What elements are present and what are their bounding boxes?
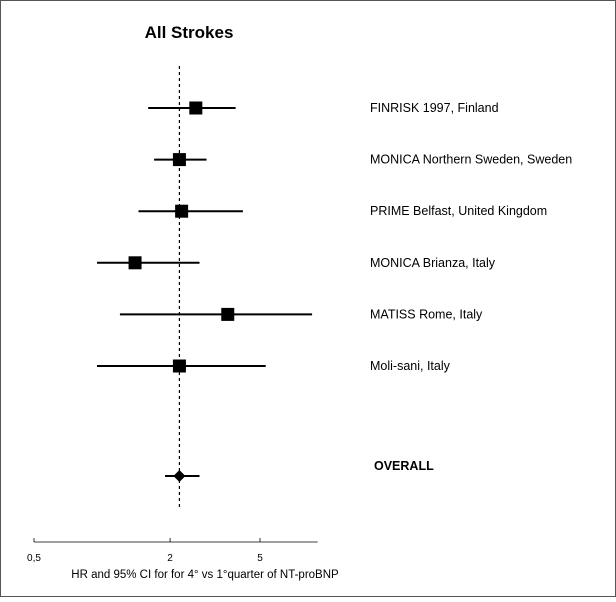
chart-title: All Strokes	[145, 23, 234, 42]
study-label: Moli-sani, Italy	[370, 359, 451, 373]
study-row: MATISS Rome, Italy	[119, 307, 483, 321]
study-row: FINRISK 1997, Finland	[148, 101, 499, 115]
x-axis-ticks: 0,5 2 5	[27, 538, 263, 564]
x-tick-label: 0,5	[27, 553, 41, 564]
study-label: MATISS Rome, Italy	[370, 307, 483, 321]
study-row: Moli-sani, Italy	[96, 359, 451, 373]
study-row: PRIME Belfast, United Kingdom	[138, 204, 547, 218]
x-axis-label: HR and 95% CI for for 4° vs 1°quarter of…	[71, 569, 339, 581]
hr-point	[175, 204, 189, 218]
hr-point	[172, 153, 186, 167]
overall-diamond	[173, 470, 186, 482]
study-row: MONICA Brianza, Italy	[96, 256, 496, 270]
x-tick-label: 5	[257, 553, 263, 564]
study-label: MONICA Northern Sweden, Sweden	[370, 153, 572, 167]
hr-point	[221, 307, 235, 321]
study-label: MONICA Brianza, Italy	[370, 256, 496, 270]
study-label: PRIME Belfast, United Kingdom	[370, 204, 547, 218]
hr-point	[172, 359, 186, 373]
study-label: FINRISK 1997, Finland	[370, 101, 499, 115]
hr-point	[128, 256, 142, 270]
study-row: MONICA Northern Sweden, Sweden	[154, 153, 572, 167]
x-tick-label: 2	[167, 553, 173, 564]
overall-row: OVERALL	[165, 459, 434, 482]
hr-point	[189, 101, 203, 115]
study-rows: FINRISK 1997, Finland MONICA Northern Swe…	[96, 101, 572, 373]
overall-label: OVERALL	[374, 459, 434, 473]
